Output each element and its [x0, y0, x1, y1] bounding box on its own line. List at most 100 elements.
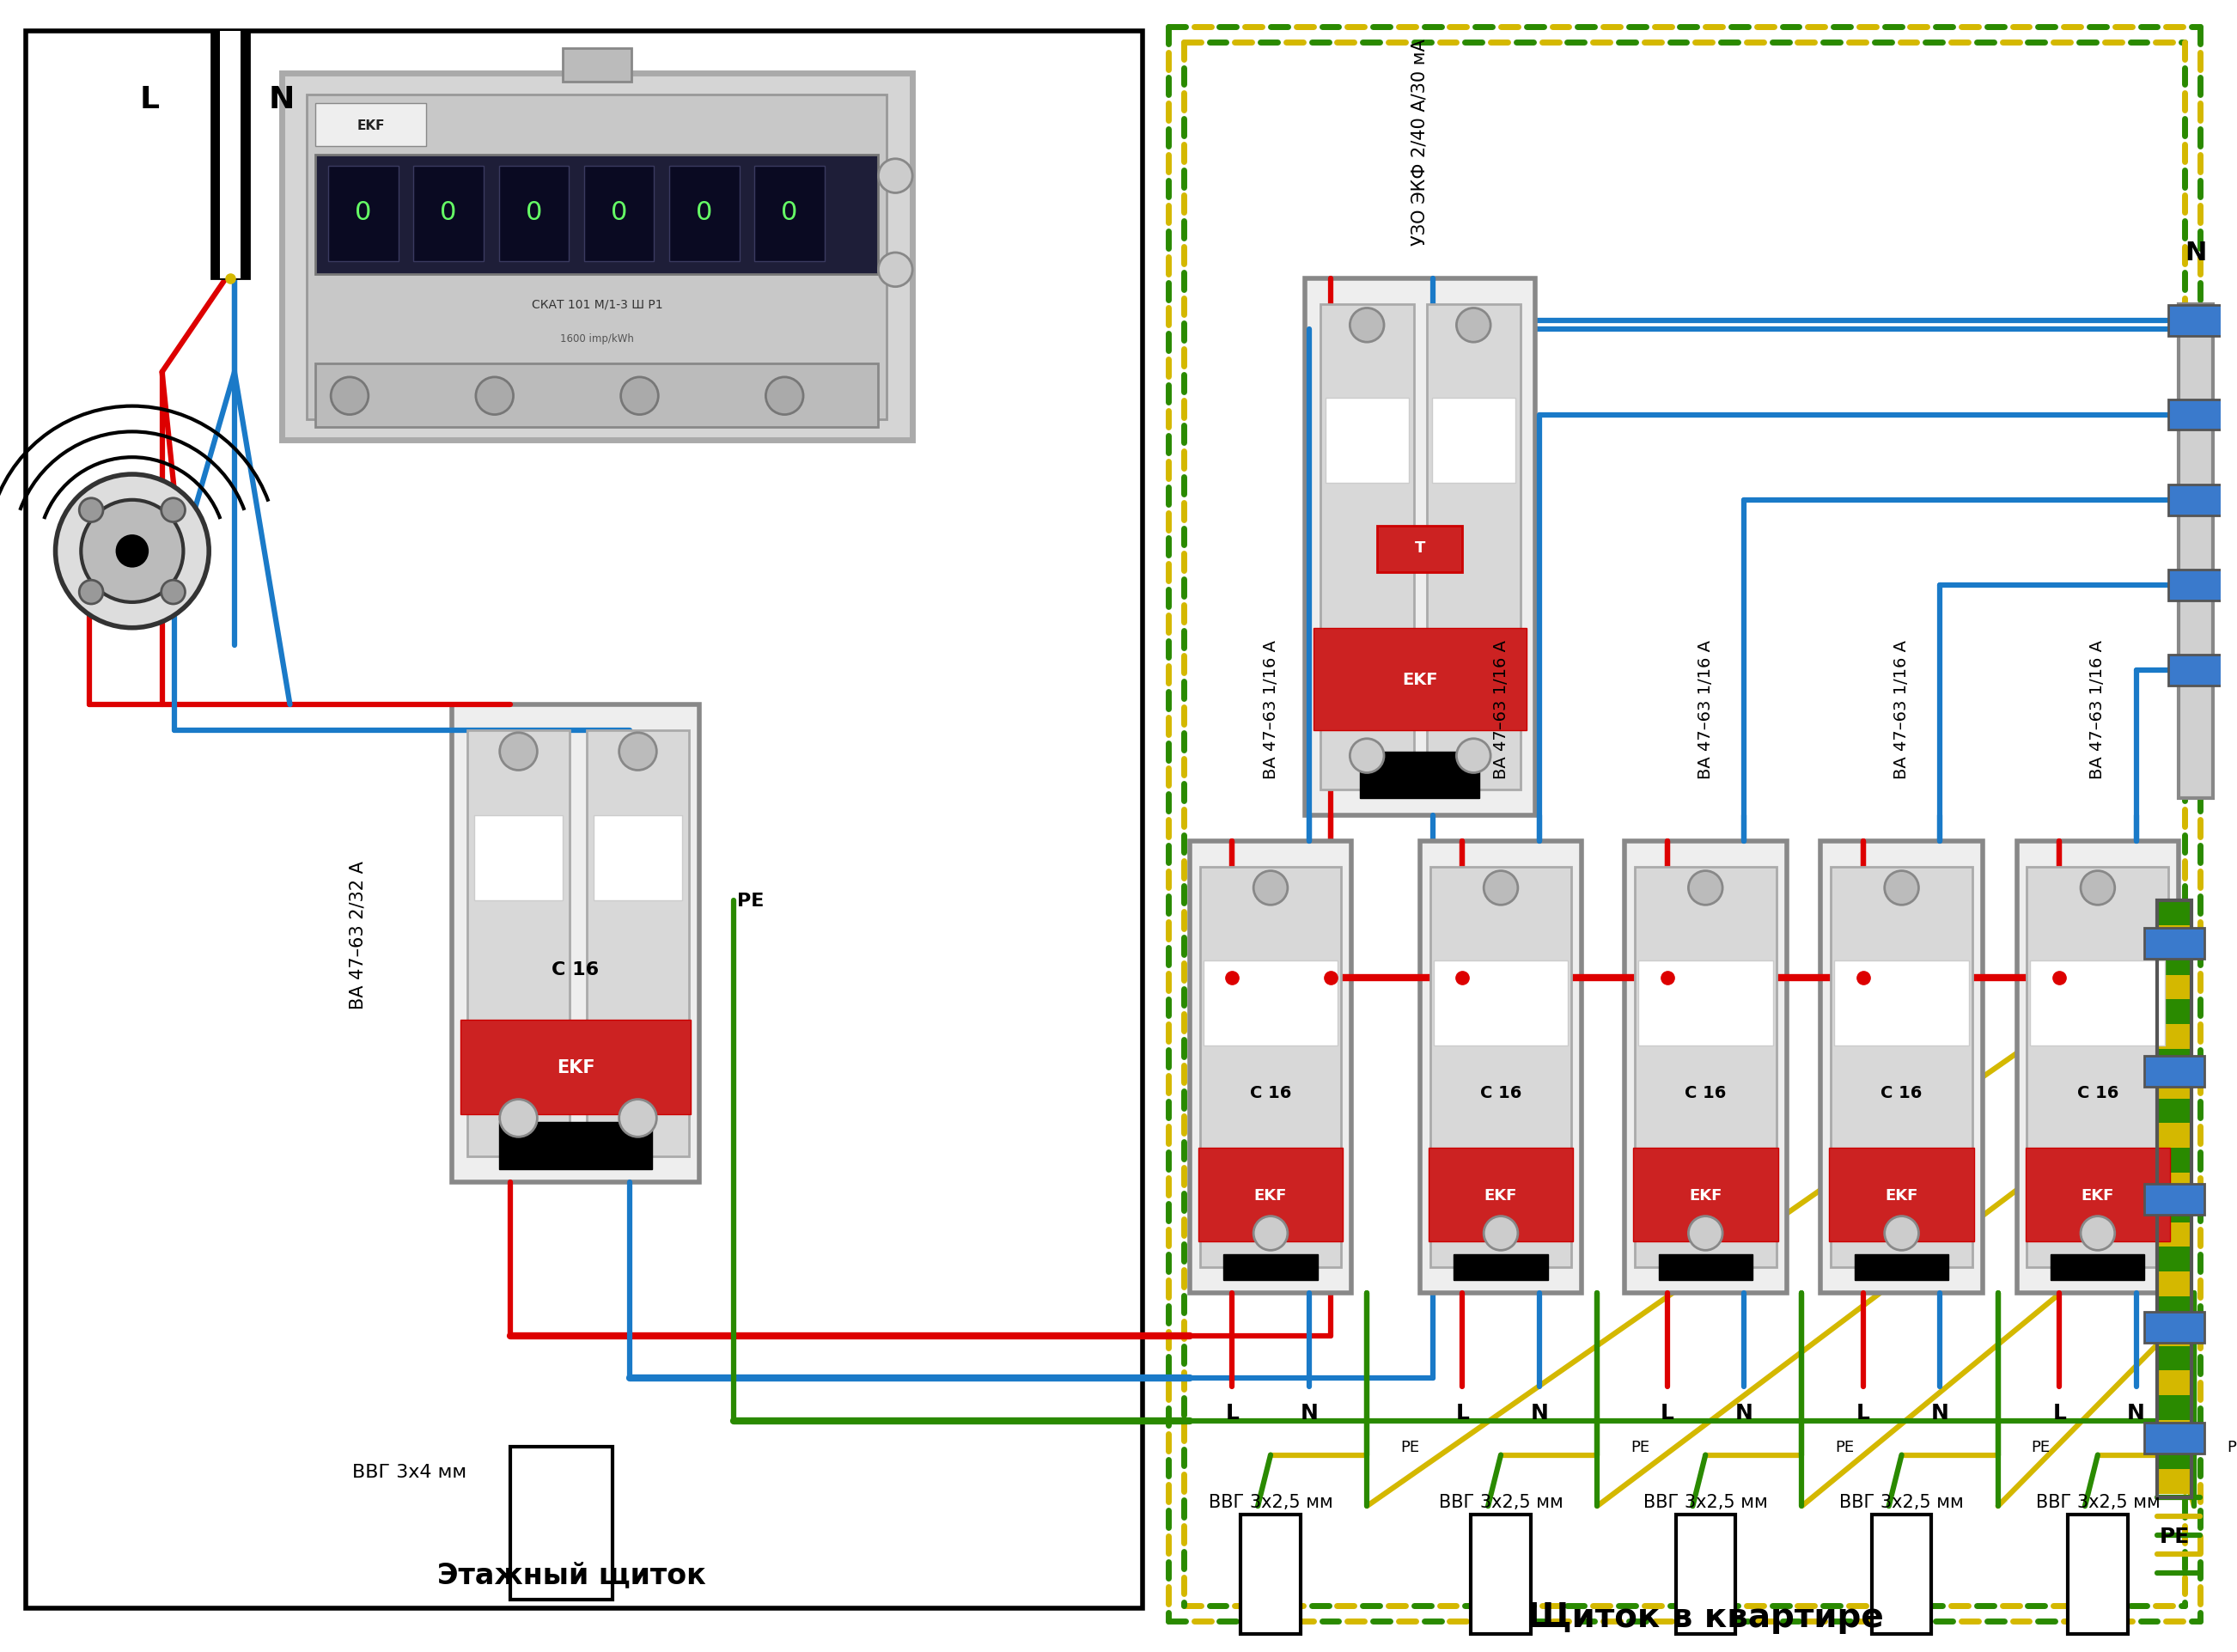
- Bar: [1454, 1256, 1548, 1280]
- Bar: [1658, 1256, 1752, 1280]
- Circle shape: [78, 580, 103, 605]
- Bar: [1190, 841, 1351, 1294]
- Text: C 16: C 16: [1881, 1085, 1922, 1100]
- Bar: [2156, 1173, 2192, 1198]
- Text: ВВГ 3х2,5 мм: ВВГ 3х2,5 мм: [1438, 1493, 1564, 1510]
- Bar: [754, 167, 825, 261]
- Bar: [1242, 1515, 1300, 1634]
- Circle shape: [1884, 1216, 1919, 1251]
- Bar: [1420, 841, 1582, 1294]
- Text: ВВГ 3х4 мм: ВВГ 3х4 мм: [351, 1464, 468, 1480]
- Bar: [1830, 1148, 1973, 1242]
- Text: EKF: EKF: [1689, 1188, 1722, 1203]
- Bar: [2156, 900, 2192, 1498]
- Text: ВА 47–63 1/16 А: ВА 47–63 1/16 А: [1893, 639, 1910, 778]
- Bar: [2156, 1446, 2192, 1470]
- Bar: [1427, 304, 1521, 790]
- Bar: [2156, 975, 2192, 999]
- Bar: [1830, 867, 1973, 1267]
- Bar: [329, 167, 398, 261]
- Bar: [1472, 1515, 1530, 1634]
- Bar: [2018, 841, 2179, 1294]
- Text: C 16: C 16: [553, 960, 600, 978]
- Text: L: L: [1857, 1403, 1870, 1422]
- Text: PE: PE: [2031, 1439, 2049, 1454]
- Text: L: L: [1660, 1403, 1673, 1422]
- Text: N: N: [1300, 1403, 1318, 1422]
- Text: ВВГ 3х2,5 мм: ВВГ 3х2,5 мм: [1839, 1493, 1964, 1510]
- Bar: [452, 705, 700, 1183]
- Bar: [2156, 1123, 2192, 1148]
- Circle shape: [1689, 1216, 1722, 1251]
- Bar: [510, 1447, 613, 1599]
- Bar: [1676, 1515, 1736, 1634]
- Text: УЗО ЭКФ 2/40 А/30 мА: УЗО ЭКФ 2/40 А/30 мА: [1412, 40, 1429, 246]
- Bar: [2145, 1422, 2203, 1454]
- Bar: [2156, 1148, 2192, 1173]
- Bar: [1429, 867, 1573, 1267]
- Bar: [2156, 1272, 2192, 1297]
- Text: 0: 0: [611, 200, 626, 225]
- Circle shape: [499, 1100, 537, 1137]
- Text: 0: 0: [441, 200, 456, 225]
- Circle shape: [1884, 871, 1919, 905]
- Text: N: N: [1931, 1403, 1948, 1422]
- Circle shape: [499, 733, 537, 770]
- Text: EKF: EKF: [557, 1059, 595, 1075]
- Text: 0: 0: [781, 200, 799, 225]
- Bar: [2168, 656, 2224, 686]
- Circle shape: [161, 580, 186, 605]
- Bar: [474, 816, 564, 900]
- Bar: [1224, 1256, 1318, 1280]
- Bar: [1324, 398, 1409, 484]
- Text: EKF: EKF: [2080, 1188, 2114, 1203]
- Text: ВА 47–63 2/32 А: ВА 47–63 2/32 А: [349, 861, 367, 1009]
- Text: EKF: EKF: [358, 119, 385, 132]
- Bar: [461, 1021, 691, 1113]
- Text: N: N: [268, 86, 295, 114]
- Bar: [564, 48, 631, 83]
- Bar: [2051, 1256, 2145, 1280]
- Text: ВВГ 3х2,5 мм: ВВГ 3х2,5 мм: [1208, 1493, 1333, 1510]
- Bar: [2156, 1297, 2192, 1322]
- Bar: [2156, 999, 2192, 1024]
- Circle shape: [1483, 1216, 1519, 1251]
- Circle shape: [1456, 738, 1490, 773]
- Circle shape: [116, 537, 148, 567]
- Bar: [2156, 1099, 2192, 1123]
- Text: ВА 47–63 1/16 А: ВА 47–63 1/16 А: [1262, 639, 1280, 778]
- Bar: [2145, 1312, 2203, 1343]
- Bar: [2168, 486, 2224, 515]
- Bar: [1360, 752, 1479, 798]
- Bar: [2156, 1049, 2192, 1074]
- Bar: [2031, 961, 2165, 1046]
- Bar: [2145, 1184, 2203, 1214]
- Bar: [1434, 961, 1568, 1046]
- Text: Щиток в квартире: Щиток в квартире: [1528, 1601, 1884, 1634]
- Circle shape: [1483, 871, 1519, 905]
- Text: T: T: [1414, 540, 1425, 555]
- Circle shape: [1253, 1216, 1289, 1251]
- Bar: [2027, 867, 2168, 1267]
- Circle shape: [622, 378, 658, 415]
- Bar: [1204, 961, 1338, 1046]
- Bar: [2168, 570, 2224, 601]
- Bar: [1320, 304, 1414, 790]
- Bar: [1854, 1256, 1948, 1280]
- Text: EKF: EKF: [1403, 671, 1438, 687]
- Circle shape: [81, 501, 183, 603]
- Bar: [2156, 1470, 2192, 1493]
- Circle shape: [476, 378, 512, 415]
- Text: ВВГ 3х2,5 мм: ВВГ 3х2,5 мм: [1644, 1493, 1767, 1510]
- Text: C 16: C 16: [2076, 1085, 2118, 1100]
- Text: C 16: C 16: [1250, 1085, 1291, 1100]
- Text: L: L: [1226, 1403, 1239, 1422]
- Bar: [315, 363, 879, 428]
- Bar: [282, 74, 913, 441]
- Text: PE: PE: [2159, 1526, 2190, 1546]
- Bar: [1429, 1148, 1573, 1242]
- Text: PE: PE: [1834, 1439, 1854, 1454]
- Bar: [2067, 1515, 2127, 1634]
- Circle shape: [56, 474, 208, 628]
- Bar: [1637, 961, 1774, 1046]
